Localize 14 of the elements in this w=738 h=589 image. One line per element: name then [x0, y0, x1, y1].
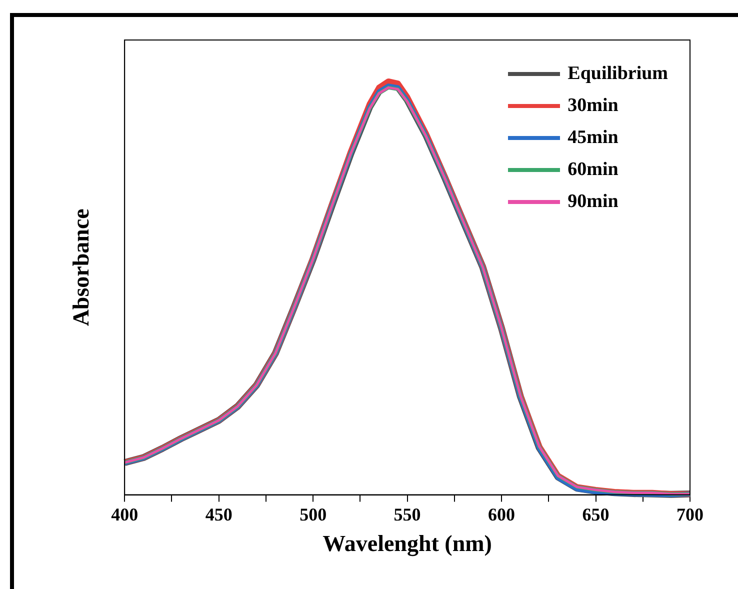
x-tick-label: 550: [394, 504, 421, 524]
legend-label: 45min: [568, 127, 618, 149]
legend-label: 30min: [568, 95, 618, 117]
x-tick-label: 600: [488, 504, 516, 524]
legend-label: 90min: [568, 191, 618, 213]
x-tick-label: 650: [582, 504, 610, 524]
legend-label: 60min: [568, 159, 618, 181]
x-tick-label: 700: [676, 504, 704, 524]
x-tick-label: 400: [111, 504, 138, 524]
x-tick-label: 450: [205, 504, 232, 524]
x-tick-label: 500: [300, 504, 327, 524]
legend-label: Equilibrium: [568, 63, 668, 85]
y-axis-title: Absorbance: [68, 208, 94, 326]
x-axis-title: Wavelenght (nm): [322, 531, 492, 558]
